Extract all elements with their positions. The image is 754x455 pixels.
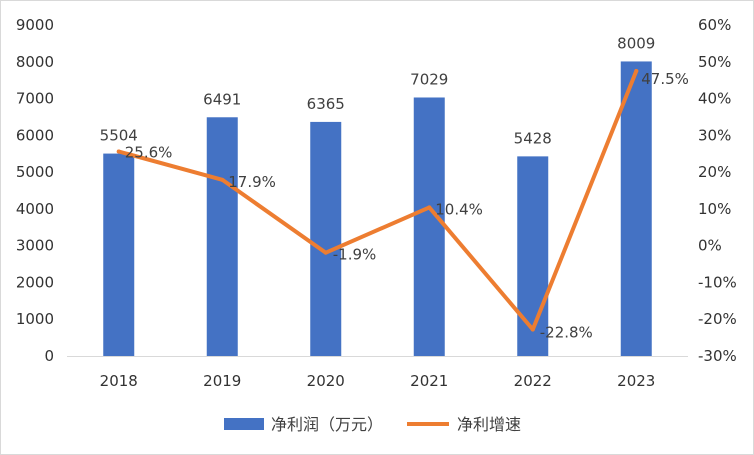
bar — [206, 117, 238, 356]
right-axis-tick-label: -10% — [698, 273, 737, 291]
line-point — [116, 149, 121, 154]
left-axis-tick-label: 6000 — [16, 126, 54, 144]
line-data-label: 47.5% — [641, 70, 689, 88]
left-axis-tick-label: 1000 — [16, 310, 54, 328]
x-axis-tick-label: 2018 — [100, 372, 138, 390]
x-axis-tick-label: 2021 — [410, 372, 448, 390]
line-data-label: -1.9% — [333, 246, 377, 264]
bar-data-label: 7029 — [410, 70, 448, 88]
right-axis-tick-label: 10% — [698, 200, 731, 218]
line-series — [116, 69, 639, 332]
left-axis-tick-label: 3000 — [16, 237, 54, 255]
bar — [620, 61, 652, 356]
bar-data-label: 5504 — [100, 127, 138, 145]
left-axis-tick-label: 7000 — [16, 90, 54, 108]
x-axis-tick-label: 2022 — [514, 372, 552, 390]
line-data-label: 17.9% — [228, 173, 276, 191]
right-axis-tick-label: 20% — [698, 163, 731, 181]
x-axis-tick-label: 2023 — [617, 372, 655, 390]
legend-bar-label: 净利润（万元） — [271, 415, 383, 434]
right-axis-tick-label: 30% — [698, 126, 731, 144]
legend-line-label: 净利增速 — [457, 415, 521, 434]
left-axis-tick-label: 2000 — [16, 273, 54, 291]
right-axis-tick-label: -30% — [698, 347, 737, 365]
bar — [413, 97, 445, 356]
right-axis-tick-label: 40% — [698, 90, 731, 108]
left-axis-tick-label: 9000 — [16, 16, 54, 34]
legend-bar-swatch — [224, 418, 264, 430]
x-axis-tick-label: 2019 — [203, 372, 241, 390]
bar — [310, 121, 342, 356]
line-data-label: 10.4% — [435, 200, 483, 218]
bar-data-label: 6365 — [307, 95, 345, 113]
line-point — [323, 250, 328, 255]
bar-data-label: 6491 — [203, 90, 241, 108]
line-point — [427, 205, 432, 210]
bar — [103, 153, 135, 356]
left-axis-tick-label: 8000 — [16, 53, 54, 71]
line-point — [220, 177, 225, 182]
right-axis-tick-label: 0% — [698, 237, 722, 255]
x-axis-tick-label: 2020 — [307, 372, 345, 390]
left-axis-tick-label: 0 — [44, 347, 54, 365]
line-point — [634, 68, 639, 73]
bar-data-label: 5428 — [514, 129, 552, 147]
line-data-label: 25.6% — [125, 144, 173, 162]
left-axis-tick-label: 5000 — [16, 163, 54, 181]
right-axis-tick-label: 60% — [698, 16, 731, 34]
right-axis-tick-label: -20% — [698, 310, 737, 328]
right-axis-tick-label: 50% — [698, 53, 731, 71]
line-data-label: -22.8% — [540, 324, 593, 342]
bar-data-label: 8009 — [617, 34, 655, 52]
line-point — [530, 327, 535, 332]
bar — [517, 156, 549, 356]
left-axis-tick-label: 4000 — [16, 200, 54, 218]
